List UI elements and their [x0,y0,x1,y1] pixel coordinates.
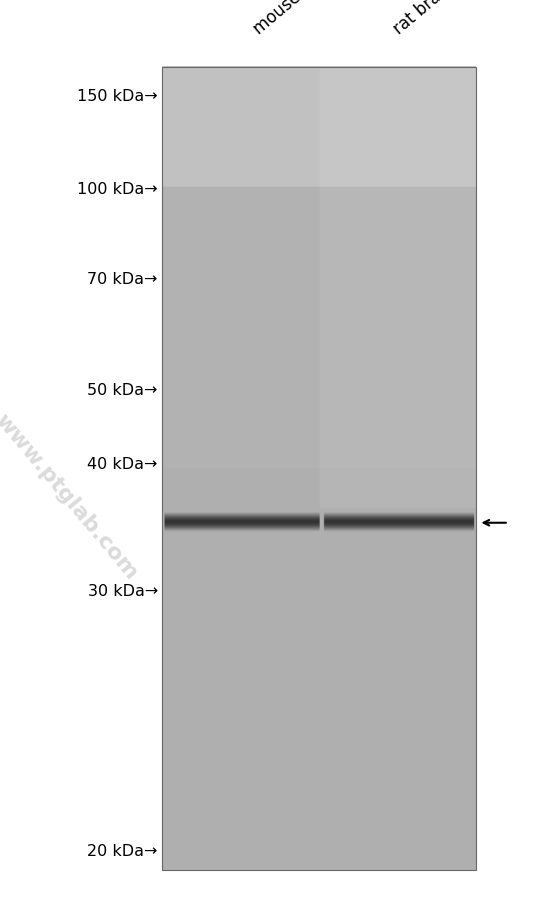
Bar [162,68,476,870]
Text: 70 kDa→: 70 kDa→ [87,272,158,287]
Text: 100 kDa→: 100 kDa→ [77,182,158,197]
Text: rat brain: rat brain [390,0,456,38]
Text: mouse brain: mouse brain [250,0,342,38]
Text: 30 kDa→: 30 kDa→ [87,584,158,598]
Text: 50 kDa→: 50 kDa→ [87,383,158,398]
Text: www.ptglab.com: www.ptglab.com [0,410,141,583]
Text: 40 kDa→: 40 kDa→ [87,456,158,471]
Text: 20 kDa→: 20 kDa→ [87,843,158,858]
Text: 150 kDa→: 150 kDa→ [77,89,158,104]
